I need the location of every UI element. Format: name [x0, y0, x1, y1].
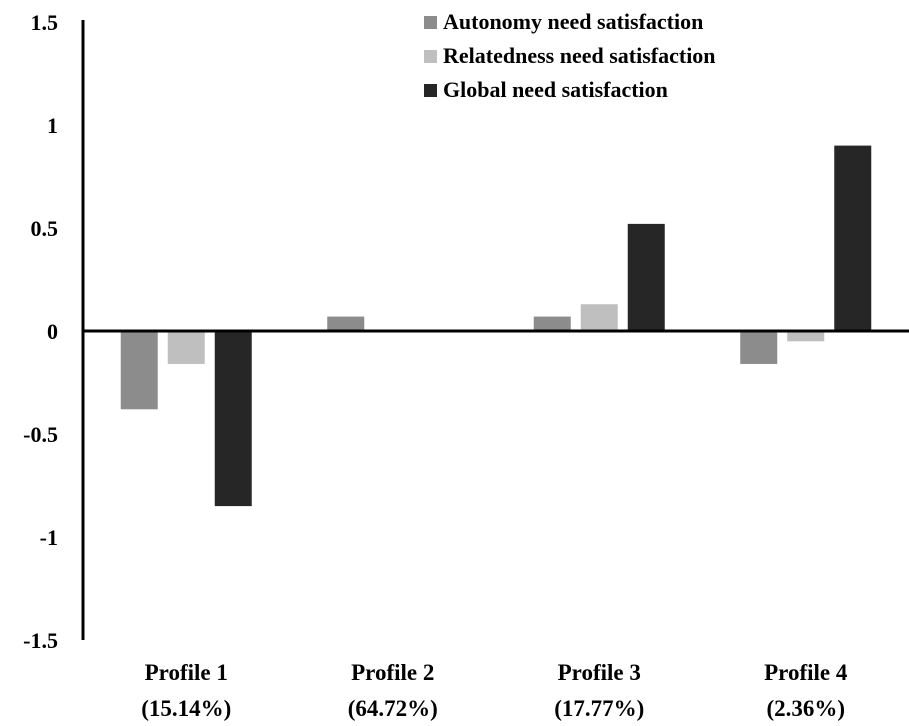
x-category-label: Profile 4 [764, 660, 848, 685]
x-category-label: (64.72%) [348, 696, 438, 721]
legend-label: Relatedness need satisfaction [443, 43, 716, 68]
x-category-label: Profile 3 [558, 660, 641, 685]
y-tick-label: 0 [47, 319, 58, 344]
legend-label: Global need satisfaction [443, 77, 668, 102]
y-tick-label: -1.5 [23, 628, 58, 653]
bar [533, 316, 571, 331]
bar [834, 145, 872, 331]
x-category-label: (15.14%) [141, 696, 231, 721]
x-category-label: (17.77%) [554, 696, 644, 721]
bar [627, 223, 665, 331]
x-category-label: (2.36%) [766, 696, 845, 721]
bar [327, 316, 365, 331]
x-category-labels: Profile 1 (15.14%) Profile 2 (64.72%) Profil… [141, 660, 848, 721]
legend-swatch [424, 84, 437, 97]
legend: Autonomy need satisfaction Relatedness ne… [424, 9, 716, 102]
bar [214, 331, 252, 507]
y-tick-label: 1.5 [31, 10, 59, 35]
bars-group [120, 145, 872, 507]
y-tick-label: 1 [47, 113, 58, 138]
y-tick-label: -1 [40, 525, 58, 550]
axes-group [81, 20, 909, 640]
bar [167, 331, 205, 364]
legend-swatch [424, 16, 437, 29]
y-tick-label: 0.5 [31, 216, 59, 241]
y-tick-label: -0.5 [23, 422, 58, 447]
legend-label: Autonomy need satisfaction [443, 9, 703, 34]
y-tick-labels: 1.5 1 0.5 0 -0.5 -1 -1.5 [23, 10, 58, 653]
bar [787, 331, 825, 342]
x-category-label: Profile 2 [351, 660, 434, 685]
bar [120, 331, 158, 410]
bar [580, 304, 618, 331]
bar [740, 331, 778, 364]
legend-swatch [424, 50, 437, 63]
x-category-label: Profile 1 [145, 660, 228, 685]
